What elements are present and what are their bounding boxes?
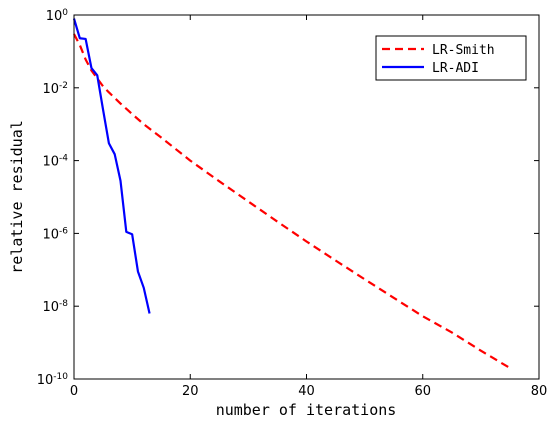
x-tick-label: 60 [414,384,431,399]
legend: LR-Smith LR-ADI [375,35,527,81]
legend-entry: LR-Smith [432,43,495,58]
legend-box [375,35,527,81]
ticks-layer: 0 20 40 60 80 100 10-2 10-4 10-6 10-8 10-10 [37,8,548,399]
x-tick-label: 20 [182,384,199,399]
series-layer [72,18,511,369]
series-line-lr-adi [72,18,151,314]
legend-entry: LR-ADI [432,61,479,76]
y-tick-label: 10-2 [42,81,68,97]
x-tick-label: 40 [298,384,315,399]
x-tick-label: 80 [531,384,548,399]
y-tick-label: 10-8 [42,299,68,315]
y-tick-label: 10-10 [37,372,69,388]
y-tick-label: 100 [46,8,69,24]
y-tick-label: 10-6 [42,226,68,242]
x-axis-label: number of iterations [216,401,397,419]
x-tick-label: 0 [70,384,78,399]
y-axis-label: relative residual [8,120,26,274]
y-tick-label: 10-4 [42,154,68,170]
series-line-lr-smith [73,33,511,369]
